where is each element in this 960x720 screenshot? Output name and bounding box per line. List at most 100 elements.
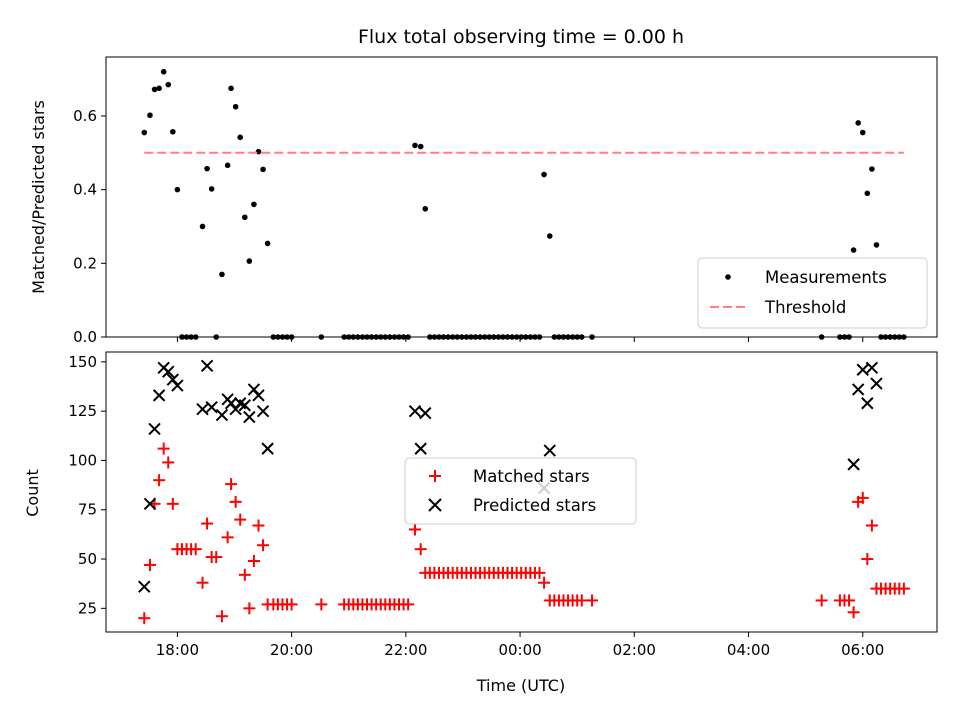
measurement-point (869, 166, 875, 172)
predicted-star-point (414, 442, 427, 455)
y-tick-label: 125 (68, 402, 97, 420)
predicted-star-point (861, 397, 874, 410)
matched-star-point (166, 497, 179, 510)
legend-plus-icon (429, 470, 441, 482)
matched-star-point (533, 566, 546, 579)
predicted-star-point (856, 363, 869, 376)
predicted-star-point (215, 408, 229, 422)
matched-star-point (402, 598, 415, 611)
predicted-star-point (419, 406, 432, 420)
measurement-point (141, 129, 148, 136)
measurement-point (208, 186, 215, 192)
matched-star-point (162, 456, 175, 469)
y-tick-label: 75 (78, 501, 97, 519)
top-y-axis-label: Matched/Predicted stars (29, 100, 48, 294)
matched-star-point (153, 474, 166, 487)
measurement-point (241, 214, 248, 221)
matched-star-point (815, 594, 828, 607)
bottom-axes-frame (105, 351, 938, 633)
legend-entry-matched-stars: Matched stars (473, 467, 590, 486)
measurement-point (541, 171, 547, 178)
x-tick-label: 04:00 (727, 641, 770, 659)
y-tick-label: 100 (68, 451, 97, 469)
x-tick-label: 06:00 (841, 641, 884, 659)
matched-star-point (285, 598, 298, 611)
measurement-point (850, 247, 857, 253)
legend-entry-predicted-stars: Predicted stars (473, 496, 596, 515)
measurement-point (859, 129, 866, 136)
x-tick-label: 00:00 (498, 641, 541, 659)
matched-star-point (225, 478, 238, 491)
bottom-y-axis-label: Count (23, 469, 42, 517)
matched-star-point (586, 594, 599, 607)
measurement-point (546, 233, 553, 239)
measurement-point (219, 271, 225, 278)
measurement-point (412, 142, 418, 149)
predicted-star-point (238, 399, 251, 412)
top-x-axis-ticks (176, 337, 864, 342)
matched-star-point (847, 606, 860, 619)
legend-entry-measurements: Measurements (765, 268, 887, 287)
predicted-star-point (261, 442, 274, 455)
predicted-star-point (243, 410, 256, 424)
predicted-star-point (152, 389, 166, 402)
measurement-point (147, 112, 153, 119)
measurement-point (251, 201, 257, 208)
matched-star-point (538, 576, 551, 589)
predicted-star-point (162, 365, 175, 378)
matched-star-point (414, 543, 427, 556)
matched-star-point (201, 517, 214, 530)
bottom-panel: 25 50 75 100 125 150 18:00 20:00 22:00 00:00 02:0… (23, 351, 938, 695)
measurement-point (165, 81, 172, 88)
measurement-point (237, 134, 244, 141)
matched-stars-series (138, 442, 910, 625)
x-tick-label: 18:00 (156, 641, 199, 659)
matched-star-point (229, 495, 242, 508)
matched-star-point (408, 523, 421, 536)
predicted-stars-series (138, 359, 883, 593)
bottom-y-axis-ticks: 25 50 75 100 125 150 (68, 353, 106, 617)
matched-star-point (575, 594, 588, 607)
legend-entry-threshold: Threshold (764, 298, 846, 317)
x-tick-label: 02:00 (613, 641, 656, 659)
y-tick-label: 0.2 (73, 254, 97, 272)
x-tick-label: 20:00 (270, 641, 313, 659)
matched-star-point (856, 491, 869, 504)
measurement-point (873, 242, 880, 248)
predicted-star-point (196, 402, 209, 416)
predicted-star-point (143, 497, 157, 511)
chart-title: Flux total observing time = 0.00 h (358, 26, 684, 48)
measurement-point (174, 186, 181, 193)
measurement-point (224, 162, 231, 169)
bottom-legend-box (404, 457, 637, 525)
matched-star-point (315, 598, 328, 611)
matched-star-point (210, 551, 223, 564)
bottom-x-axis-ticks: 18:00 20:00 22:00 00:00 02:00 04:00 06:00 (156, 632, 884, 659)
measurement-point (232, 103, 239, 110)
y-tick-label: 0.4 (73, 181, 97, 199)
measurement-point (156, 85, 162, 92)
matched-star-point (143, 558, 156, 571)
matched-star-point (865, 519, 878, 532)
y-tick-label: 25 (78, 599, 97, 617)
measurement-point (246, 258, 253, 264)
measurement-point (151, 86, 158, 93)
predicted-star-point (148, 422, 161, 436)
top-legend: Measurements Threshold (697, 257, 928, 329)
matched-star-point (257, 539, 270, 552)
bottom-legend: Matched stars Predicted stars (404, 457, 637, 525)
top-panel: 0.0 0.2 0.4 0.6 Matched/Predicted stars Mea… (29, 56, 938, 346)
top-y-axis-ticks: 0.0 0.2 0.4 0.6 (73, 107, 106, 346)
measurement-point (422, 205, 429, 212)
y-tick-label: 0.0 (73, 328, 97, 346)
measurement-point (199, 223, 206, 230)
predicted-star-point (543, 444, 556, 457)
y-tick-label: 150 (68, 353, 97, 371)
measurement-point (855, 120, 861, 126)
predicted-star-point (870, 377, 883, 390)
measurement-point (417, 143, 424, 150)
matched-star-point (221, 531, 234, 544)
predicted-star-point (865, 361, 879, 374)
predicted-star-point (847, 458, 860, 471)
